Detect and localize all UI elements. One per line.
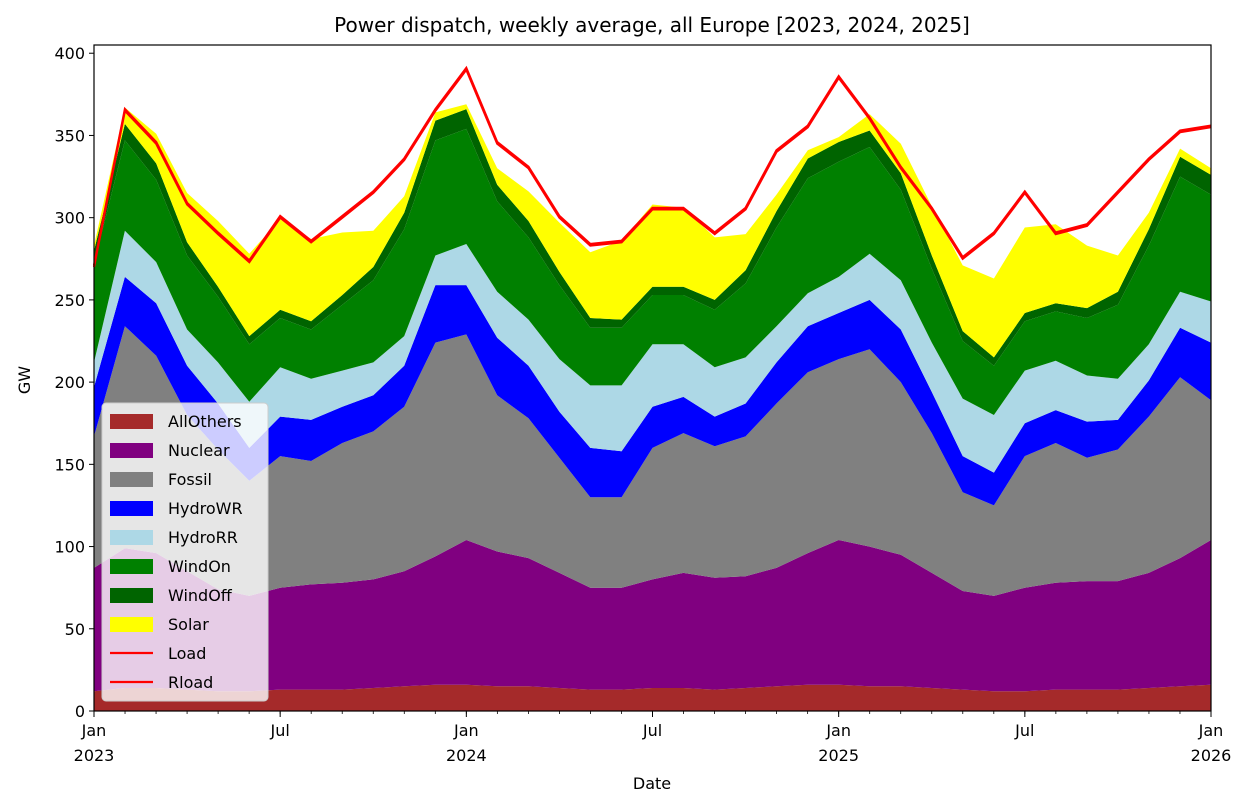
x-tick-label: Jan — [453, 721, 479, 740]
legend-swatch-fossil — [110, 472, 153, 487]
area-windon — [94, 128, 1211, 415]
legend-swatch-windon — [110, 559, 153, 574]
y-tick-label: 300 — [54, 209, 85, 228]
legend-label-rload: Rload — [168, 673, 213, 692]
x-tick-label: Jan — [825, 721, 851, 740]
x-tick-label: Jul — [642, 721, 662, 740]
y-tick-label: 200 — [54, 373, 85, 392]
x-tick-label: Jan — [81, 721, 107, 740]
y-tick-label: 50 — [65, 620, 85, 639]
legend-label-hydrorr: HydroRR — [168, 528, 238, 547]
area-solar — [94, 104, 1211, 358]
area-fossil — [94, 326, 1211, 596]
area-hydrorr — [94, 230, 1211, 473]
y-tick-label: 100 — [54, 538, 85, 557]
x-axis-label: Date — [633, 774, 671, 793]
legend-label-solar: Solar — [168, 615, 209, 634]
legend-label-nuclear: Nuclear — [168, 441, 230, 460]
y-tick-label: 150 — [54, 455, 85, 474]
legend-label-hydrowr: HydroWR — [168, 499, 243, 518]
load-lines — [92, 65, 1212, 268]
stacked-areas — [94, 104, 1211, 711]
x-tick-label: Jul — [1014, 721, 1034, 740]
y-tick-label: 250 — [54, 291, 85, 310]
x-tick-year-label: 2025 — [818, 746, 859, 765]
legend-label-fossil: Fossil — [168, 470, 212, 489]
y-tick-label: 350 — [54, 126, 85, 145]
legend-swatch-hydrowr — [110, 501, 153, 516]
legend-label-load: Load — [168, 644, 206, 663]
x-tick-label: Jul — [270, 721, 290, 740]
legend-swatch-allothers — [110, 414, 153, 429]
legend-label-windon: WindOn — [168, 557, 231, 576]
y-tick-label: 400 — [54, 44, 85, 63]
legend-swatch-windoff — [110, 588, 153, 603]
legend-label-allothers: AllOthers — [168, 412, 242, 431]
y-axis-label: GW — [15, 366, 34, 394]
line-rload — [92, 65, 1212, 266]
legend-swatch-hydrorr — [110, 530, 153, 545]
legend: AllOthers Nuclear Fossil HydroWR HydroRR Wind… — [101, 402, 269, 702]
area-allothers — [94, 684, 1211, 711]
x-tick-year-label: 2024 — [446, 746, 487, 765]
y-tick-label: 0 — [75, 702, 85, 721]
legend-label-windoff: WindOff — [168, 586, 233, 605]
y-axis: 0 50 100 150 200 250 300 350 400 — [54, 44, 94, 721]
legend-swatch-solar — [110, 617, 153, 632]
x-axis: Jan 2023 Jul Jan 2024 Jul Jan 2025 Jul Jan 2026 — [74, 711, 1232, 765]
x-tick-year-label: 2023 — [74, 746, 115, 765]
x-tick-label: Jan — [1198, 721, 1224, 740]
area-nuclear — [94, 540, 1211, 692]
chart-title: Power dispatch, weekly average, all Euro… — [334, 13, 970, 37]
legend-swatch-nuclear — [110, 443, 153, 458]
x-tick-year-label: 2026 — [1191, 746, 1232, 765]
